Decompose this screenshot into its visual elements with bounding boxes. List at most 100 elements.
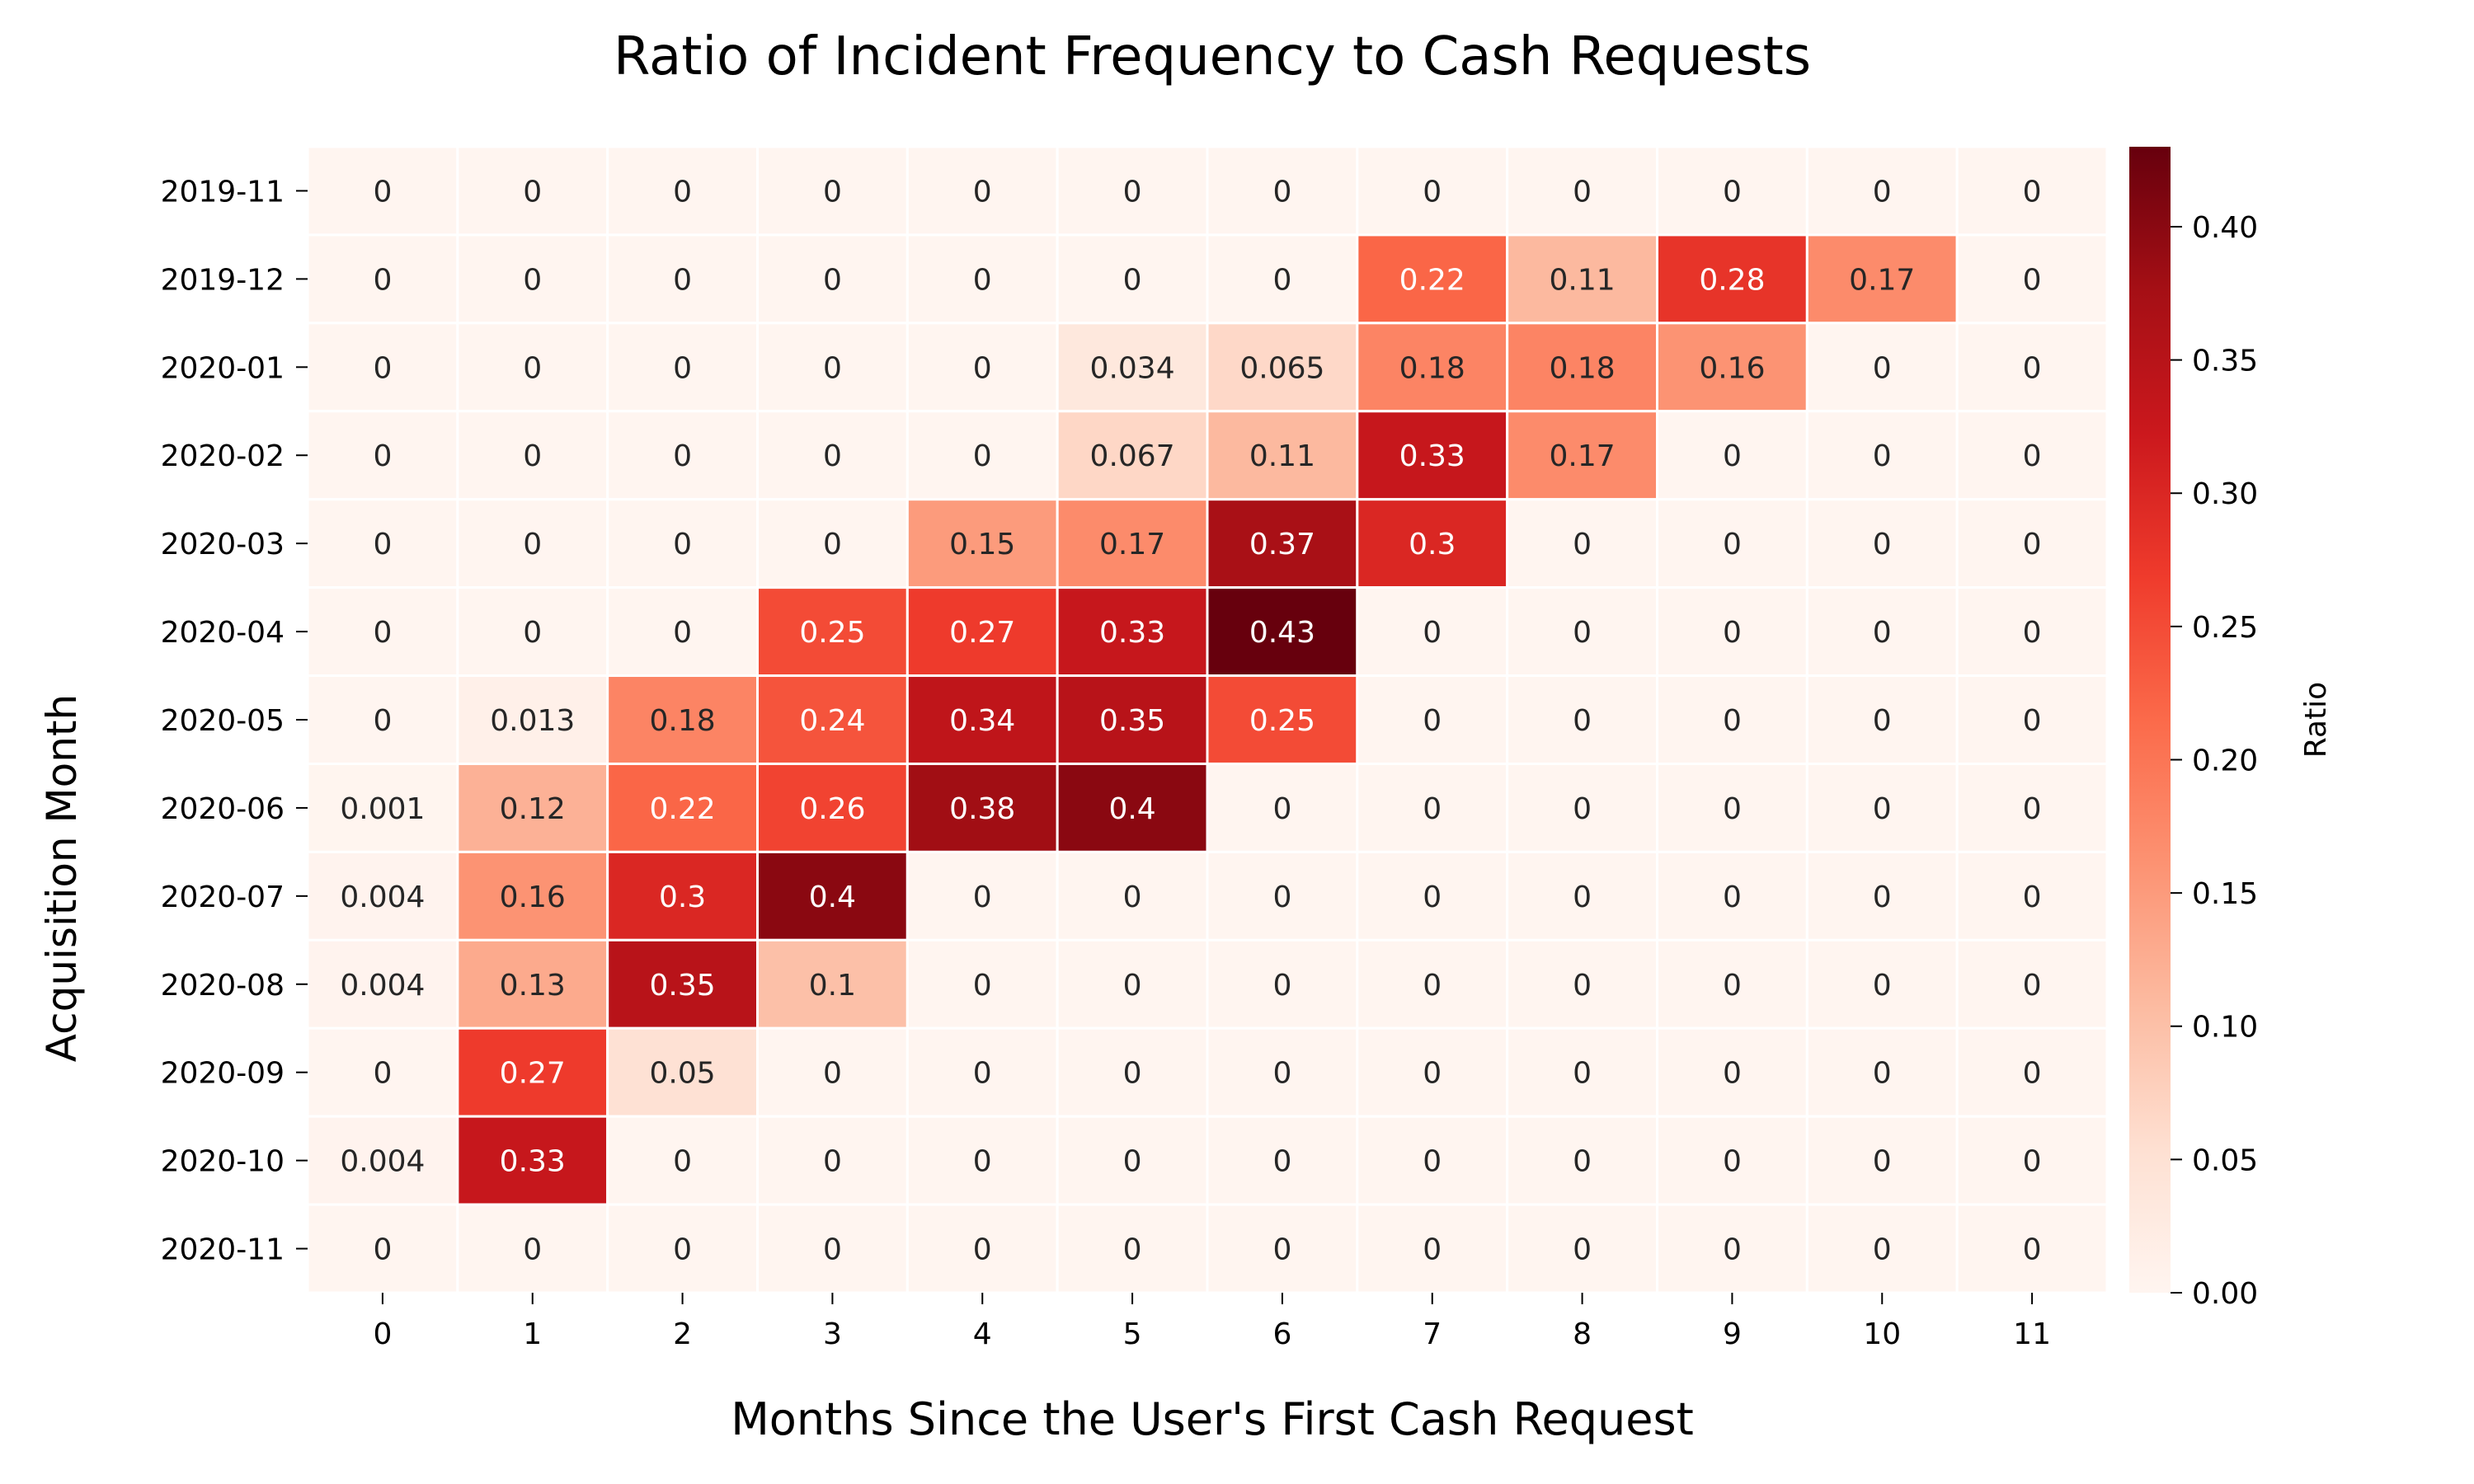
- cell-value-label: 0.11: [1550, 263, 1616, 297]
- heatmap-cell: [1656, 1115, 1808, 1206]
- cell-value-label: 0: [973, 1233, 992, 1267]
- heatmap-cell: [1356, 1203, 1509, 1294]
- heatmap-cell: [905, 674, 1059, 765]
- heatmap-cell: [756, 850, 909, 942]
- y-tick-label: 2019-12: [161, 263, 285, 297]
- cell-value-label: 0: [2023, 704, 2042, 738]
- cell-value-label: 0.004: [340, 1145, 425, 1179]
- cell-value-label: 0: [1423, 1057, 1442, 1091]
- cell-value-label: 0: [1873, 792, 1892, 826]
- cell-value-label: 0: [2023, 792, 2042, 826]
- heatmap-cell: [1356, 1026, 1509, 1118]
- x-axis-label: Months Since the User's First Cash Reque…: [731, 1393, 1694, 1445]
- heatmap-cell: [1955, 145, 2109, 237]
- heatmap-cell: [1056, 1203, 1209, 1294]
- cell-value-label: 0: [373, 528, 392, 561]
- heatmap-cell: [905, 322, 1059, 413]
- colorbar-tick-label: 0.30: [2192, 477, 2258, 511]
- heatmap-cell: [606, 674, 760, 765]
- heatmap-cell: [1805, 233, 1959, 325]
- cell-value-label: 0: [1423, 969, 1442, 1003]
- heatmap-cells: [306, 145, 2109, 1294]
- y-tick-label: 2020-08: [161, 969, 285, 1003]
- heatmap-cell: [1056, 233, 1209, 325]
- colorbar-tick-label: 0.25: [2192, 611, 2258, 645]
- heatmap-cell: [905, 938, 1059, 1030]
- heatmap-cell: [1805, 410, 1959, 501]
- cell-value-label: 0: [2023, 528, 2042, 561]
- heatmap-cell: [1805, 1115, 1959, 1206]
- cell-value-label: 0: [523, 528, 542, 561]
- y-tick-label: 2019-11: [161, 175, 285, 209]
- y-tick-label: 2020-01: [161, 351, 285, 385]
- cell-value-label: 0.05: [650, 1057, 716, 1091]
- cell-value-label: 0: [1272, 1145, 1291, 1179]
- cell-value-label: 0: [973, 175, 992, 209]
- cell-value-label: 0: [673, 439, 692, 473]
- cell-value-label: 0.004: [340, 881, 425, 914]
- heatmap-cell: [756, 1026, 909, 1118]
- cell-value-label: 0: [523, 175, 542, 209]
- y-tick-label: 2020-06: [161, 792, 285, 826]
- cell-value-label: 0: [1272, 969, 1291, 1003]
- heatmap-cell: [1206, 1115, 1359, 1206]
- cell-value-label: 0.4: [1108, 792, 1155, 826]
- cell-value-label: 0: [1423, 616, 1442, 650]
- heatmap-cell: [1805, 762, 1959, 853]
- cell-value-label: 0: [1573, 1057, 1592, 1091]
- cell-value-label: 0.27: [949, 616, 1015, 650]
- colorbar-tick-label: 0.40: [2192, 211, 2258, 245]
- cell-value-label: 0: [2023, 616, 2042, 650]
- heatmap-cell: [756, 586, 909, 678]
- cell-value-label: 0: [1873, 1145, 1892, 1179]
- cell-value-label: 0: [373, 175, 392, 209]
- colorbar-tick-label: 0.05: [2192, 1144, 2258, 1177]
- heatmap-cell: [1356, 850, 1509, 942]
- heatmap-cell: [1805, 674, 1959, 765]
- cell-value-label: 0.3: [659, 881, 706, 914]
- cell-value-label: 0: [373, 1057, 392, 1091]
- cell-value-label: 0: [2023, 969, 2042, 1003]
- cell-value-label: 0: [1873, 528, 1892, 561]
- heatmap-cell: [905, 233, 1059, 325]
- cell-value-label: 0: [973, 351, 992, 385]
- heatmap-cell: [1206, 938, 1359, 1030]
- cell-value-label: 0: [1873, 969, 1892, 1003]
- cell-value-label: 0: [1873, 704, 1892, 738]
- cell-value-label: 0: [1573, 1233, 1592, 1267]
- y-tick-label: 2020-02: [161, 439, 285, 473]
- cell-value-label: 0: [1873, 616, 1892, 650]
- heatmap-cell: [1506, 850, 1658, 942]
- cell-value-label: 0: [2023, 263, 2042, 297]
- cell-value-label: 0: [1573, 175, 1592, 209]
- cell-value-label: 0: [1123, 263, 1142, 297]
- cell-value-label: 0: [823, 175, 842, 209]
- heatmap-cell: [306, 498, 459, 589]
- cell-value-label: 0: [673, 1145, 692, 1179]
- x-axis-ticks: 0 1 2 3 4 5 6 7 8 9 10 11: [373, 1293, 2051, 1351]
- cell-value-label: 0.034: [1090, 351, 1175, 385]
- heatmap-cell: [1206, 410, 1359, 501]
- heatmap-cell: [1955, 674, 2109, 765]
- cell-value-label: 0: [373, 616, 392, 650]
- colorbar-tick-label: 0.35: [2192, 345, 2258, 378]
- cell-value-label: 0: [1123, 1145, 1142, 1179]
- heatmap-cell: [1056, 410, 1209, 501]
- heatmap-cell: [1805, 850, 1959, 942]
- heatmap-cell: [905, 498, 1059, 589]
- cell-value-label: 0: [1873, 1057, 1892, 1091]
- cell-value-label: 0.15: [949, 528, 1015, 561]
- cell-value-label: 0: [523, 263, 542, 297]
- colorbar-tick-label: 0.15: [2192, 877, 2258, 911]
- heatmap-cell: [456, 938, 609, 1030]
- heatmap-cell: [1206, 498, 1359, 589]
- heatmap-cell-labels: 0 0 0 0 0 0 0 0 0 0 0 0 0 0 0 0 0 0 0 0.22 0.11 0.28 0.17 0 0 0 0 0…: [340, 175, 2041, 1266]
- heatmap-cell: [756, 938, 909, 1030]
- cell-value-label: 0: [523, 616, 542, 650]
- heatmap-cell: [606, 1026, 760, 1118]
- heatmap-cell: [1955, 1026, 2109, 1118]
- heatmap-cell: [1356, 498, 1509, 589]
- cell-value-label: 0: [373, 263, 392, 297]
- heatmap-cell: [456, 850, 609, 942]
- heatmap-cell: [1805, 1203, 1959, 1294]
